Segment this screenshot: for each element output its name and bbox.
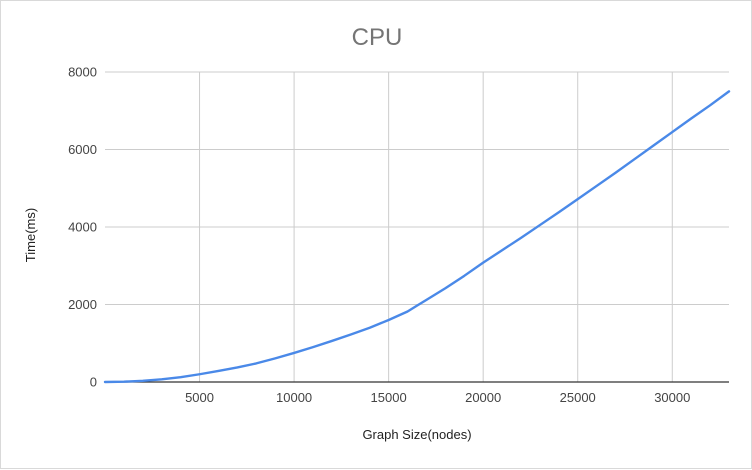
y-axis-label: Time(ms)	[23, 208, 38, 262]
x-tick-label: 30000	[654, 390, 690, 405]
x-tick-label: 20000	[465, 390, 501, 405]
grid-lines	[105, 71, 729, 382]
chart-title: CPU	[352, 24, 403, 51]
y-tick-label: 4000	[68, 220, 97, 235]
y-tick-label: 0	[90, 375, 97, 390]
x-tick-label: 10000	[276, 390, 312, 405]
tick-labels: 0 2000 4000 6000 8000 5000 10000 15000 20000 2500…	[68, 65, 690, 406]
y-tick-label: 2000	[68, 297, 97, 312]
y-tick-label: 8000	[68, 65, 97, 80]
x-tick-label: 25000	[560, 390, 596, 405]
x-axis-label: Graph Size(nodes)	[362, 427, 471, 442]
series-line	[103, 90, 731, 384]
x-tick-label: 15000	[371, 390, 407, 405]
y-tick-label: 6000	[68, 142, 97, 157]
x-tick-label: 5000	[185, 390, 214, 405]
